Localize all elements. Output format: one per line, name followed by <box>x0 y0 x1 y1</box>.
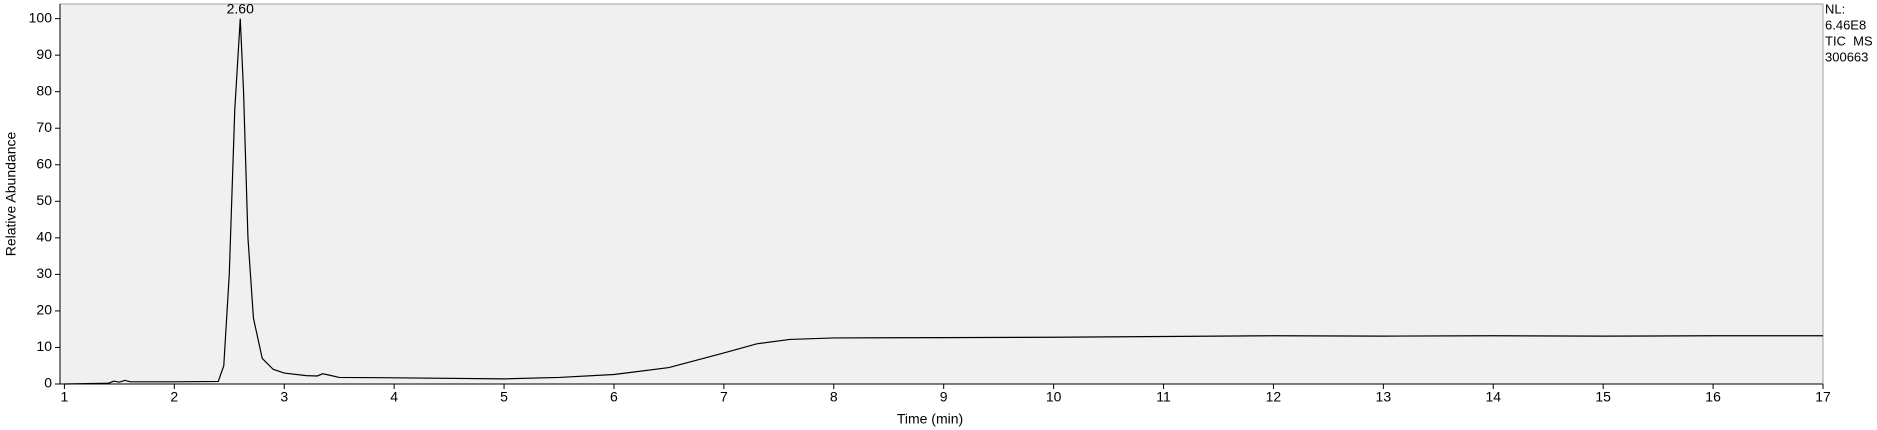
x-tick-label: 17 <box>1815 389 1831 405</box>
y-tick-label: 0 <box>44 375 52 391</box>
x-tick-label: 11 <box>1156 389 1171 405</box>
trace <box>64 18 1823 385</box>
x-tick-label: 2 <box>170 389 178 405</box>
x-axis-label: Time (min) <box>897 411 963 427</box>
y-axis-label: Relative Abundance <box>3 132 19 257</box>
y-tick-label: 60 <box>36 155 52 171</box>
x-tick-label: 7 <box>720 389 728 405</box>
side-text: 300663 <box>1825 49 1868 64</box>
x-tick-label: 9 <box>940 389 948 405</box>
y-tick-label: 50 <box>36 192 52 208</box>
side-text: TIC MS <box>1825 33 1873 48</box>
x-tick-label: 14 <box>1485 389 1501 405</box>
y-tick-label: 30 <box>36 265 52 281</box>
x-tick-label: 12 <box>1266 389 1282 405</box>
x-tick-label: 8 <box>830 389 838 405</box>
plot-area <box>59 3 1824 385</box>
x-tick-label: 13 <box>1376 389 1392 405</box>
side-text: 6.46E8 <box>1825 17 1866 32</box>
x-tick-label: 6 <box>610 389 618 405</box>
x-tick-label: 3 <box>280 389 288 405</box>
x-tick-label: 10 <box>1046 389 1062 405</box>
x-tick-label: 15 <box>1595 389 1611 405</box>
x-tick-label: 5 <box>500 389 508 405</box>
y-tick-label: 90 <box>36 46 52 62</box>
y-tick-label: 80 <box>36 82 52 98</box>
y-tick-label: 100 <box>29 9 53 25</box>
x-tick-label: 1 <box>60 389 68 405</box>
side-text: NL: <box>1825 1 1845 16</box>
x-tick-label: 4 <box>390 389 398 405</box>
peak-label: 2.60 <box>227 0 254 16</box>
x-tick-label: 16 <box>1705 389 1721 405</box>
y-tick-label: 10 <box>36 338 52 354</box>
y-tick-label: 70 <box>36 119 52 135</box>
y-tick-label: 40 <box>36 229 52 245</box>
y-tick-label: 20 <box>36 302 52 318</box>
